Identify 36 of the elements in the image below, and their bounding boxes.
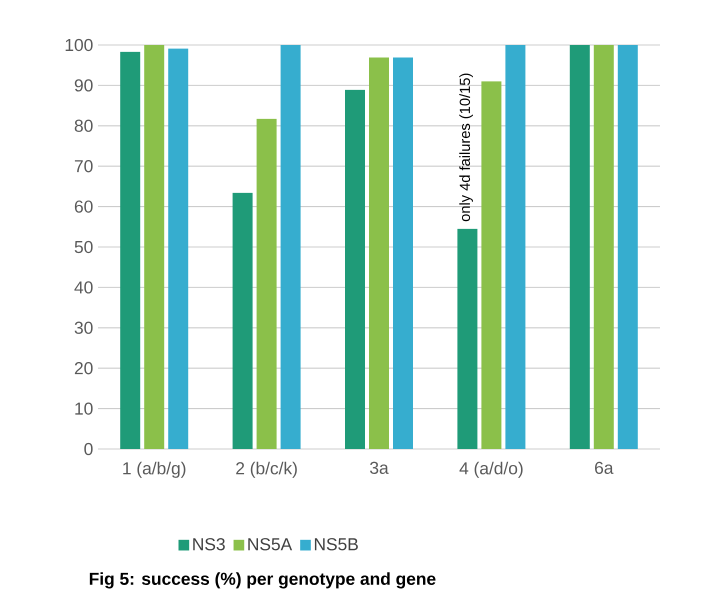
x-tick-label: 3a [370, 462, 389, 474]
bar [570, 44, 590, 449]
x-tick-label: 4 (a/d/o) [460, 462, 523, 478]
bar [232, 192, 253, 449]
x-tick-label: 2 (b/c/k) [236, 462, 297, 478]
bar [457, 228, 478, 449]
y-tick-label: 30 [74, 322, 93, 334]
bar [345, 90, 365, 449]
bar [481, 81, 502, 449]
y-tick-label: 10 [75, 402, 93, 415]
y-tick-label: 80 [74, 120, 93, 132]
legend-label: NS5B [314, 538, 358, 550]
bar [144, 44, 164, 449]
y-tick-label: 90 [74, 79, 93, 92]
y-tick-label: 50 [74, 240, 93, 254]
bar [393, 58, 414, 449]
y-tick-label: 100 [66, 38, 93, 52]
bar [256, 118, 277, 449]
y-tick-label: 40 [74, 281, 93, 294]
y-tick-label: 60 [74, 200, 93, 213]
bar [618, 44, 638, 449]
bar [120, 52, 140, 449]
y-tick-label: 0 [84, 442, 93, 456]
bar [369, 58, 389, 449]
annotation: only 4d failures (10/15) [459, 74, 473, 222]
legend-label: NS3 [193, 538, 225, 550]
bar [168, 48, 188, 449]
legend-label: NS5A [248, 538, 292, 550]
x-tick-label: 1 (a/b/g) [123, 462, 186, 478]
y-tick-label: 70 [74, 160, 93, 172]
text: Fig 5: success (%) per genotype and gene [90, 572, 436, 588]
y-tick-label: 20 [74, 362, 93, 374]
bar [280, 44, 301, 449]
bar [594, 44, 614, 449]
x-tick-label: 6a [595, 462, 614, 474]
bar [505, 44, 526, 449]
